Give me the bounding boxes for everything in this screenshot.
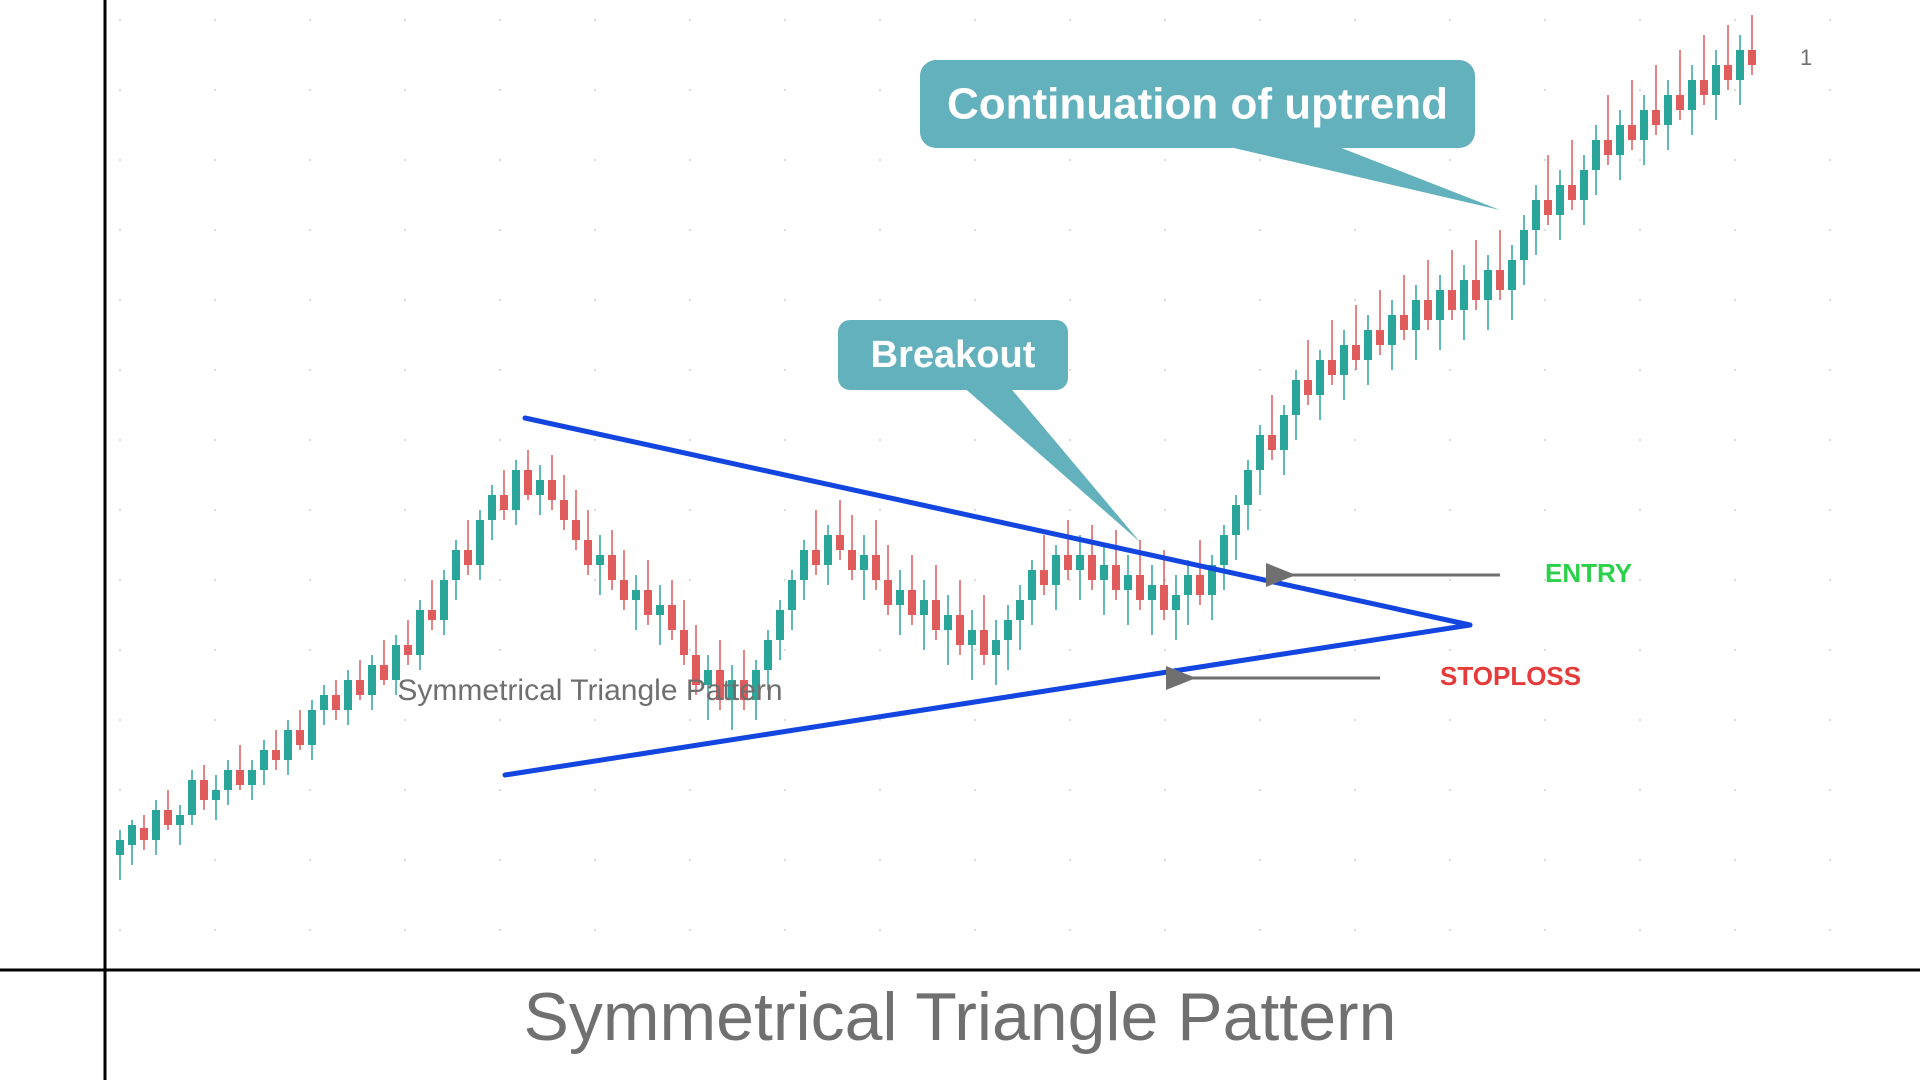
chart-root: ENTRY STOPLOSS Breakout Continuation of upt… <box>0 0 1920 1080</box>
callout-breakout-label: Breakout <box>871 334 1036 376</box>
callout-continuation-label: Continuation of uptrend <box>947 80 1448 129</box>
pattern-inline-label: Symmetrical Triangle Pattern <box>397 674 782 707</box>
stoploss-label: STOPLOSS <box>1440 661 1581 691</box>
axis-marker-1: 1 <box>1800 45 1812 70</box>
chart-title: Symmetrical Triangle Pattern <box>524 979 1397 1055</box>
entry-label: ENTRY <box>1545 558 1632 588</box>
